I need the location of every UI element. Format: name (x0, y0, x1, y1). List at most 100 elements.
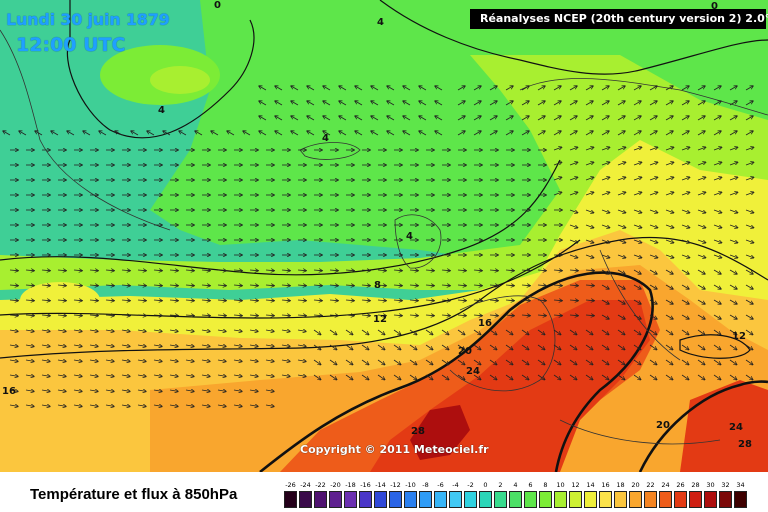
wind-arrow (665, 269, 673, 274)
wind-arrow (329, 359, 337, 365)
wind-arrow (249, 405, 258, 406)
wind-arrow (569, 116, 577, 121)
legend-swatch (449, 491, 462, 508)
wind-arrow (617, 162, 626, 166)
wind-arrow (281, 300, 290, 301)
isotherm-label-16-france: 16 (478, 318, 492, 329)
wind-arrow (329, 285, 338, 286)
wind-arrow (697, 374, 705, 380)
legend-tick-label: -24 (300, 481, 311, 489)
wind-arrow (681, 147, 690, 151)
isotherm-16 (0, 236, 768, 359)
legend-tick-label: 28 (691, 481, 700, 489)
wind-arrow (585, 270, 594, 271)
wind-arrow (323, 101, 331, 106)
wind-arrow (323, 86, 331, 91)
wind-arrow (697, 162, 706, 166)
wind-arrow (553, 300, 562, 301)
wind-arrow (441, 374, 449, 380)
wind-arrow (553, 177, 562, 181)
wind-arrow (57, 300, 66, 301)
wind-arrow (67, 131, 75, 136)
wind-arrow (649, 192, 658, 196)
wind-arrow (339, 116, 347, 121)
wind-arrow (275, 131, 283, 136)
wind-arrow (713, 147, 722, 151)
legend-tick-label: 16 (601, 481, 610, 489)
wind-arrow (601, 101, 609, 106)
wind-arrow (745, 299, 753, 304)
wind-arrow (57, 360, 66, 361)
wind-arrow (153, 315, 162, 316)
wind-arrow (307, 116, 315, 121)
wind-arrow (297, 345, 306, 346)
wind-arrow (387, 86, 395, 91)
wind-arrow (601, 224, 610, 228)
wind-arrow (195, 131, 203, 136)
legend-tick-label: -18 (345, 481, 356, 489)
wind-arrow (681, 209, 690, 213)
wind-arrow (489, 344, 497, 350)
wind-arrow (649, 209, 658, 213)
wind-arrow (585, 86, 593, 91)
wind-arrow (265, 345, 274, 346)
wind-arrow (665, 177, 674, 181)
source-label: Réanalyses NCEP (20th century version 2)… (470, 9, 768, 29)
wind-arrow (153, 285, 162, 286)
wind-arrow (73, 360, 82, 361)
wind-arrow (169, 315, 178, 316)
wind-arrow (681, 359, 689, 365)
legend-tick-label: -26 (285, 481, 296, 489)
wind-arrow (681, 254, 690, 258)
wind-arrow (745, 224, 754, 228)
wind-arrow (137, 390, 146, 391)
wind-arrow (3, 131, 11, 136)
wind-arrow (89, 405, 98, 406)
wind-arrow (227, 131, 235, 136)
wind-arrow (249, 300, 258, 301)
wind-arrow (377, 285, 386, 286)
legend-swatch (344, 491, 357, 508)
wind-arrow (521, 359, 529, 365)
wind-arrow (9, 270, 18, 271)
wind-arrow (89, 270, 98, 271)
wind-arrow (553, 344, 561, 350)
wind-arrow (265, 375, 274, 376)
wind-arrow (307, 86, 315, 91)
wind-arrow (339, 131, 347, 136)
wind-arrow (601, 192, 610, 196)
legend-tick-label: -10 (405, 481, 416, 489)
wind-arrow (307, 131, 315, 136)
wind-arrow (601, 116, 609, 121)
copyright-notice: Copyright © 2011 Meteociel.fr (300, 443, 489, 456)
legend-tick-label: -16 (360, 481, 371, 489)
legend-swatch (719, 491, 732, 508)
wind-arrow (169, 345, 178, 346)
wind-arrow (681, 101, 689, 106)
wind-arrow (355, 86, 363, 91)
wind-arrow (633, 162, 642, 166)
wind-arrow (681, 314, 689, 319)
wind-arrow (617, 254, 626, 258)
wind-arrow (441, 329, 449, 335)
wind-arrow (713, 224, 722, 228)
coast-iberia (449, 295, 556, 392)
wind-arrow (345, 329, 353, 335)
wind-arrow (105, 285, 114, 286)
wind-arrow (211, 131, 219, 136)
wind-arrow (201, 315, 210, 316)
wind-arrow (217, 285, 226, 286)
wind-arrow (41, 300, 50, 301)
wind-arrow (745, 86, 753, 91)
wind-arrow (457, 329, 465, 335)
wind-arrow (697, 299, 705, 304)
wind-arrow (329, 329, 337, 335)
wind-arrow (569, 300, 578, 301)
legend-swatch (404, 491, 417, 508)
isotherm-8 (0, 159, 561, 276)
wind-arrow (25, 375, 34, 376)
wind-arrow (633, 209, 642, 213)
wind-arrow (217, 270, 226, 271)
wind-arrow (265, 270, 274, 271)
wind-arrow (329, 344, 337, 350)
